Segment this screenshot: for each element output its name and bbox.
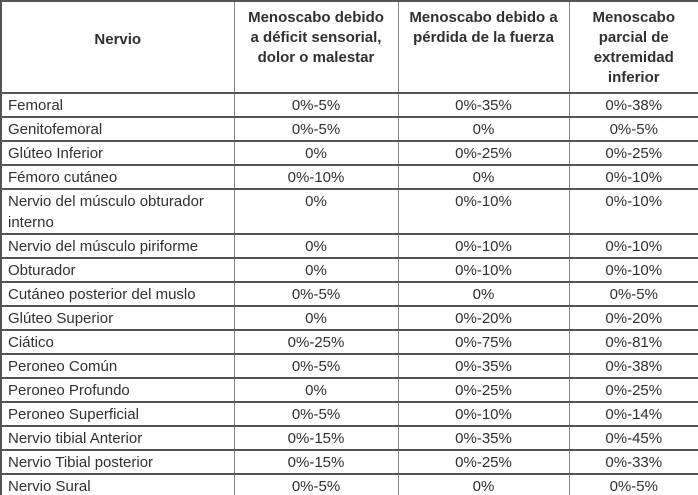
extremidad-value-cell: 0%-10% (568, 188, 698, 235)
table-body: Femoral 0%-5% 0%-35% 0%-38% Genitofemora… (0, 92, 698, 495)
nerve-name-cell: Genitofemoral (0, 116, 235, 142)
header-row: Nervio Menoscabo debido a déficit sensor… (0, 0, 698, 94)
table-row: Nervio tibial Anterior 0%-15% 0%-35% 0%-… (0, 425, 698, 451)
extremidad-value-cell: 0%-10% (568, 164, 698, 190)
table-row: Nervio Tibial posterior 0%-15% 0%-25% 0%… (0, 449, 698, 475)
fuerza-value-cell: 0% (397, 164, 570, 190)
nerve-name-cell: Nervio Tibial posterior (0, 449, 235, 475)
nerve-name-cell: Glúteo Inferior (0, 140, 235, 166)
extremidad-value-cell: 0%-5% (568, 281, 698, 307)
nerve-name-cell: Glúteo Superior (0, 305, 235, 331)
sensorial-value-cell: 0%-15% (233, 425, 399, 451)
fuerza-value-cell: 0%-25% (397, 449, 570, 475)
sensorial-value-cell: 0%-5% (233, 281, 399, 307)
fuerza-value-cell: 0% (397, 116, 570, 142)
nerve-name-cell: Obturador (0, 257, 235, 283)
table-row: Peroneo Común 0%-5% 0%-35% 0%-38% (0, 353, 698, 379)
sensorial-value-cell: 0%-25% (233, 329, 399, 355)
extremidad-value-cell: 0%-14% (568, 401, 698, 427)
nerve-name-cell: Nervio Sural (0, 473, 235, 495)
table-row: Fémoro cutáneo 0%-10% 0% 0%-10% (0, 164, 698, 190)
nerve-name-cell: Nervio del músculo obturador interno (0, 188, 235, 235)
extremidad-value-cell: 0%-25% (568, 377, 698, 403)
nerve-name-cell: Ciático (0, 329, 235, 355)
fuerza-value-cell: 0%-10% (397, 257, 570, 283)
fuerza-value-cell: 0%-10% (397, 233, 570, 259)
extremidad-value-cell: 0%-5% (568, 473, 698, 495)
sensorial-value-cell: 0% (233, 305, 399, 331)
fuerza-value-cell: 0%-35% (397, 92, 570, 118)
sensorial-value-cell: 0%-5% (233, 353, 399, 379)
table-row: Peroneo Superficial 0%-5% 0%-10% 0%-14% (0, 401, 698, 427)
sensorial-value-cell: 0%-10% (233, 164, 399, 190)
fuerza-value-cell: 0%-35% (397, 425, 570, 451)
sensorial-value-cell: 0% (233, 257, 399, 283)
sensorial-value-cell: 0% (233, 140, 399, 166)
table-row: Genitofemoral 0%-5% 0% 0%-5% (0, 116, 698, 142)
table-row: Cutáneo posterior del muslo 0%-5% 0% 0%-… (0, 281, 698, 307)
extremidad-value-cell: 0%-81% (568, 329, 698, 355)
nerve-name-cell: Nervio del músculo piriforme (0, 233, 235, 259)
nerve-name-cell: Peroneo Superficial (0, 401, 235, 427)
fuerza-value-cell: 0% (397, 281, 570, 307)
fuerza-value-cell: 0%-75% (397, 329, 570, 355)
table-row: Glúteo Inferior 0% 0%-25% 0%-25% (0, 140, 698, 166)
sensorial-value-cell: 0% (233, 233, 399, 259)
extremidad-value-cell: 0%-5% (568, 116, 698, 142)
table-row: Nervio del músculo obturador interno 0% … (0, 188, 698, 235)
table-row: Peroneo Profundo 0% 0%-25% 0%-25% (0, 377, 698, 403)
fuerza-value-cell: 0%-25% (397, 140, 570, 166)
extremidad-value-cell: 0%-25% (568, 140, 698, 166)
column-header-nervio: Nervio (0, 0, 235, 94)
sensorial-value-cell: 0%-15% (233, 449, 399, 475)
extremidad-value-cell: 0%-38% (568, 353, 698, 379)
fuerza-value-cell: 0%-20% (397, 305, 570, 331)
nerve-name-cell: Peroneo Común (0, 353, 235, 379)
fuerza-value-cell: 0%-25% (397, 377, 570, 403)
sensorial-value-cell: 0%-5% (233, 401, 399, 427)
table-row: Glúteo Superior 0% 0%-20% 0%-20% (0, 305, 698, 331)
nerve-name-cell: Peroneo Profundo (0, 377, 235, 403)
column-header-extremidad-inferior: Menoscabo parcial de extremidad inferior (568, 0, 698, 94)
column-header-deficit-sensorial: Menoscabo debido a déficit sensorial, do… (233, 0, 399, 94)
table-header: Nervio Menoscabo debido a déficit sensor… (0, 0, 698, 94)
nerve-name-cell: Cutáneo posterior del muslo (0, 281, 235, 307)
extremidad-value-cell: 0%-45% (568, 425, 698, 451)
table-row: Ciático 0%-25% 0%-75% 0%-81% (0, 329, 698, 355)
nerve-name-cell: Nervio tibial Anterior (0, 425, 235, 451)
fuerza-value-cell: 0%-10% (397, 188, 570, 235)
fuerza-value-cell: 0%-35% (397, 353, 570, 379)
sensorial-value-cell: 0%-5% (233, 92, 399, 118)
table-row: Femoral 0%-5% 0%-35% 0%-38% (0, 92, 698, 118)
table-row: Nervio Sural 0%-5% 0% 0%-5% (0, 473, 698, 495)
fuerza-value-cell: 0%-10% (397, 401, 570, 427)
table-row: Obturador 0% 0%-10% 0%-10% (0, 257, 698, 283)
table-row: Nervio del músculo piriforme 0% 0%-10% 0… (0, 233, 698, 259)
fuerza-value-cell: 0% (397, 473, 570, 495)
nerve-name-cell: Fémoro cutáneo (0, 164, 235, 190)
extremidad-value-cell: 0%-10% (568, 257, 698, 283)
extremidad-value-cell: 0%-20% (568, 305, 698, 331)
nerve-name-cell: Femoral (0, 92, 235, 118)
sensorial-value-cell: 0% (233, 188, 399, 235)
sensorial-value-cell: 0%-5% (233, 473, 399, 495)
extremidad-value-cell: 0%-10% (568, 233, 698, 259)
sensorial-value-cell: 0%-5% (233, 116, 399, 142)
extremidad-value-cell: 0%-33% (568, 449, 698, 475)
sensorial-value-cell: 0% (233, 377, 399, 403)
column-header-perdida-fuerza: Menoscabo debido a pérdida de la fuerza (397, 0, 570, 94)
extremidad-value-cell: 0%-38% (568, 92, 698, 118)
